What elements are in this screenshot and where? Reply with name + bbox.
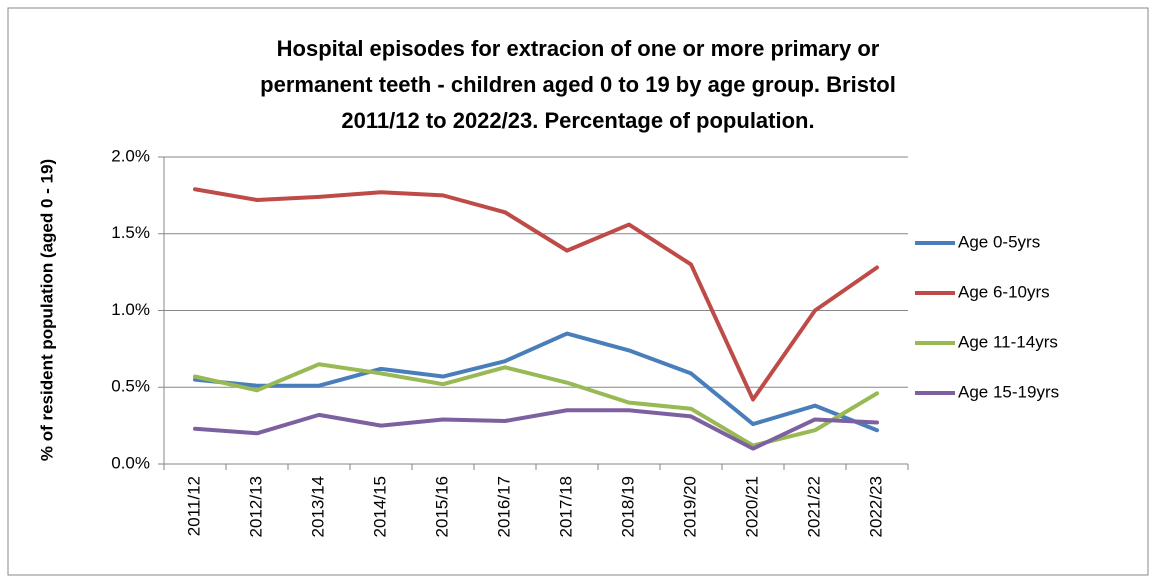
- line-series: [193, 187, 879, 402]
- chart-border: [7, 7, 1149, 576]
- legend-label: Age 15-19yrs: [958, 382, 1059, 401]
- x-tick-label: 2014/15: [370, 476, 389, 537]
- chart-title: Hospital episodes for extracion of one o…: [277, 36, 880, 61]
- x-tick-label: 2021/22: [804, 476, 823, 537]
- x-tick-label: 2019/20: [680, 476, 699, 537]
- y-tick-label: 1.0%: [111, 300, 150, 319]
- y-tick-label: 2.0%: [111, 146, 150, 165]
- legend-label: Age 11-14yrs: [958, 332, 1058, 351]
- x-tick-label: 2011/12: [184, 476, 203, 536]
- y-tick-label: 1.5%: [111, 223, 150, 242]
- x-tick-label: 2013/14: [308, 476, 327, 537]
- x-tick-label: 2017/18: [556, 476, 575, 537]
- x-tick-label: 2018/19: [618, 476, 637, 537]
- legend-label: Age 0-5yrs: [958, 232, 1040, 251]
- x-tick-label: 2020/21: [742, 476, 761, 537]
- x-tick-label: 2016/17: [494, 476, 513, 537]
- line-series: [193, 408, 879, 451]
- y-tick-label: 0.0%: [111, 453, 150, 472]
- x-tick-label: 2022/23: [866, 476, 885, 537]
- legend-label: Age 6-10yrs: [958, 282, 1050, 301]
- y-tick-label: 0.5%: [111, 377, 150, 396]
- x-tick-label: 2015/16: [432, 476, 451, 537]
- chart-title: 2011/12 to 2022/23. Percentage of popula…: [341, 108, 814, 133]
- line-series: [193, 331, 879, 433]
- chart-title: permanent teeth - children aged 0 to 19 …: [260, 72, 896, 97]
- x-tick-label: 2012/13: [246, 476, 265, 537]
- y-axis-label: % of resident population (aged 0 - 19): [37, 159, 56, 461]
